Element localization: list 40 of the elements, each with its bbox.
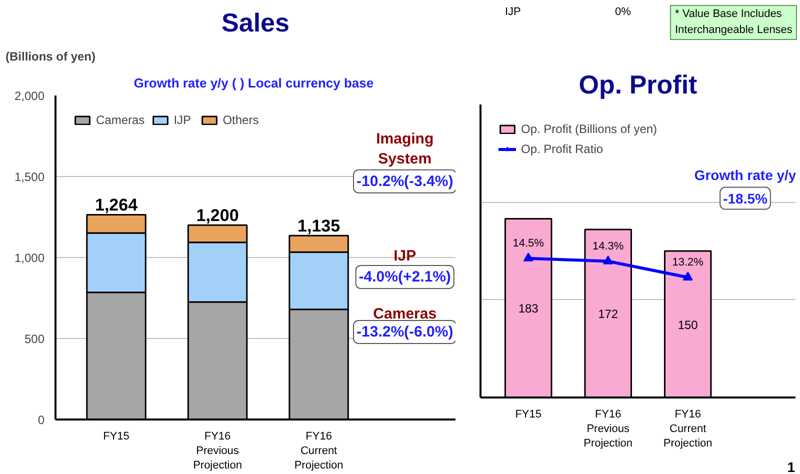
data-label: 14.5% [512,237,544,250]
x-tick-label: FY15 [515,408,542,420]
annotation: -10.2%(-3.4%) [356,172,454,190]
total-label: 1,264 [94,196,138,215]
data-label: 14.3% [592,240,624,252]
total-label: 1,135 [298,216,340,236]
annotation: -13.2%(-6.0%) [356,324,454,341]
legend-label: Others [222,113,259,127]
data-label: 150 [678,318,698,332]
text: * Value Base Includes Interchangeable Lenses [670,5,798,40]
annotation: Imaging System [376,130,434,168]
x-tick-label: FY15 [103,430,130,442]
annotation: Cameras [373,306,437,323]
legend-label: Cameras [96,113,145,127]
total-label: 1,200 [196,206,239,226]
y-tick-label: 500 [24,332,45,346]
annotation: -18.5% [723,190,768,206]
text: 0% [615,5,631,20]
data-label: 172 [598,307,618,322]
legend-label: IJP [174,113,192,127]
x-tick-label: FY16 Current Projection [663,408,712,450]
x-tick-label: FY16 Current Projection [294,430,344,472]
data-label: 183 [518,302,539,316]
x-tick-label: FY16 Previous Projection [584,408,633,450]
data-label: 13.2% [672,256,704,268]
chart-subtitle: Growth rate y/y ( ) Local currency base [134,76,374,90]
text: 1 [786,458,795,474]
annotation: -4.0%(+2.1%) [358,268,451,286]
y-tick-label: 1,000 [14,251,45,265]
annotation: IJP [394,247,416,264]
y-tick-label: 1,500 [14,170,45,184]
x-tick-label: FY16 Previous Projection [193,430,242,472]
y-tick-label: 2,000 [14,89,45,103]
y-axis-title: (Billions of yen) [6,50,96,64]
legend-label: Op. Profit Ratio [521,142,604,156]
legend-label: Op. Profit (Billions of yen) [521,122,658,136]
text: IJP [505,5,521,20]
y-tick-label: 0 [38,413,45,427]
chart-title: Sales [222,8,290,38]
chart-title: Op. Profit [578,70,698,100]
